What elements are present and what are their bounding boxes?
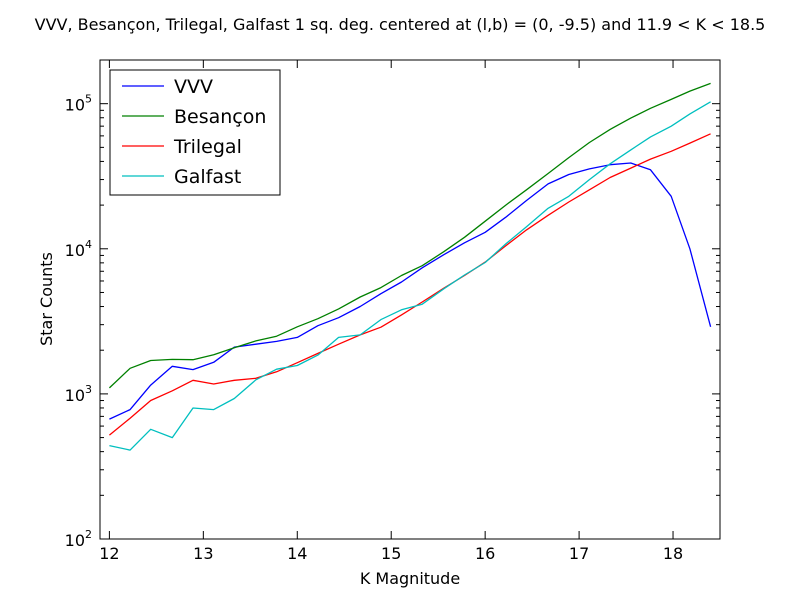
series-line-vvv	[109, 162, 712, 420]
legend-label-vvv: VVV	[174, 76, 213, 98]
x-tick-label: 18	[663, 544, 683, 563]
legend: VVV Besançon Trilegal Galfast	[109, 69, 281, 196]
x-tick-label: 13	[193, 544, 213, 563]
series-line-galfast	[109, 101, 711, 451]
series-line-trilegal	[108, 133, 711, 436]
y-tick-label: 102	[65, 528, 92, 550]
legend-item-vvv: VVV	[122, 76, 213, 98]
legend-label-besancon: Besançon	[174, 106, 266, 128]
legend-label-galfast: Galfast	[174, 166, 241, 188]
legend-item-trilegal: Trilegal	[122, 136, 242, 158]
legend-label-trilegal: Trilegal	[173, 136, 242, 158]
legend-item-besancon: Besançon	[122, 106, 266, 128]
y-tick-label: 103	[65, 383, 92, 405]
legend-item-galfast: Galfast	[122, 166, 241, 188]
y-axis-label: Star Counts	[37, 252, 56, 346]
chart-title: VVV, Besançon, Trilegal, Galfast 1 sq. d…	[35, 15, 766, 34]
x-tick-label: 16	[475, 544, 495, 563]
y-tick-label: 105	[65, 93, 92, 115]
series-layer	[108, 82, 712, 451]
x-axis-label: K Magnitude	[360, 569, 460, 588]
series-line-besan-on	[108, 82, 711, 389]
legend-box	[109, 69, 281, 196]
ticks-layer: 12 13 14 15 16 17 18 102 103 104 105	[65, 59, 720, 563]
plot-frame	[99, 59, 721, 540]
x-tick-label: 12	[99, 544, 119, 563]
x-tick-label: 14	[287, 544, 307, 563]
x-tick-label: 17	[569, 544, 589, 563]
x-tick-label: 15	[381, 544, 401, 563]
y-tick-label: 104	[65, 238, 92, 260]
